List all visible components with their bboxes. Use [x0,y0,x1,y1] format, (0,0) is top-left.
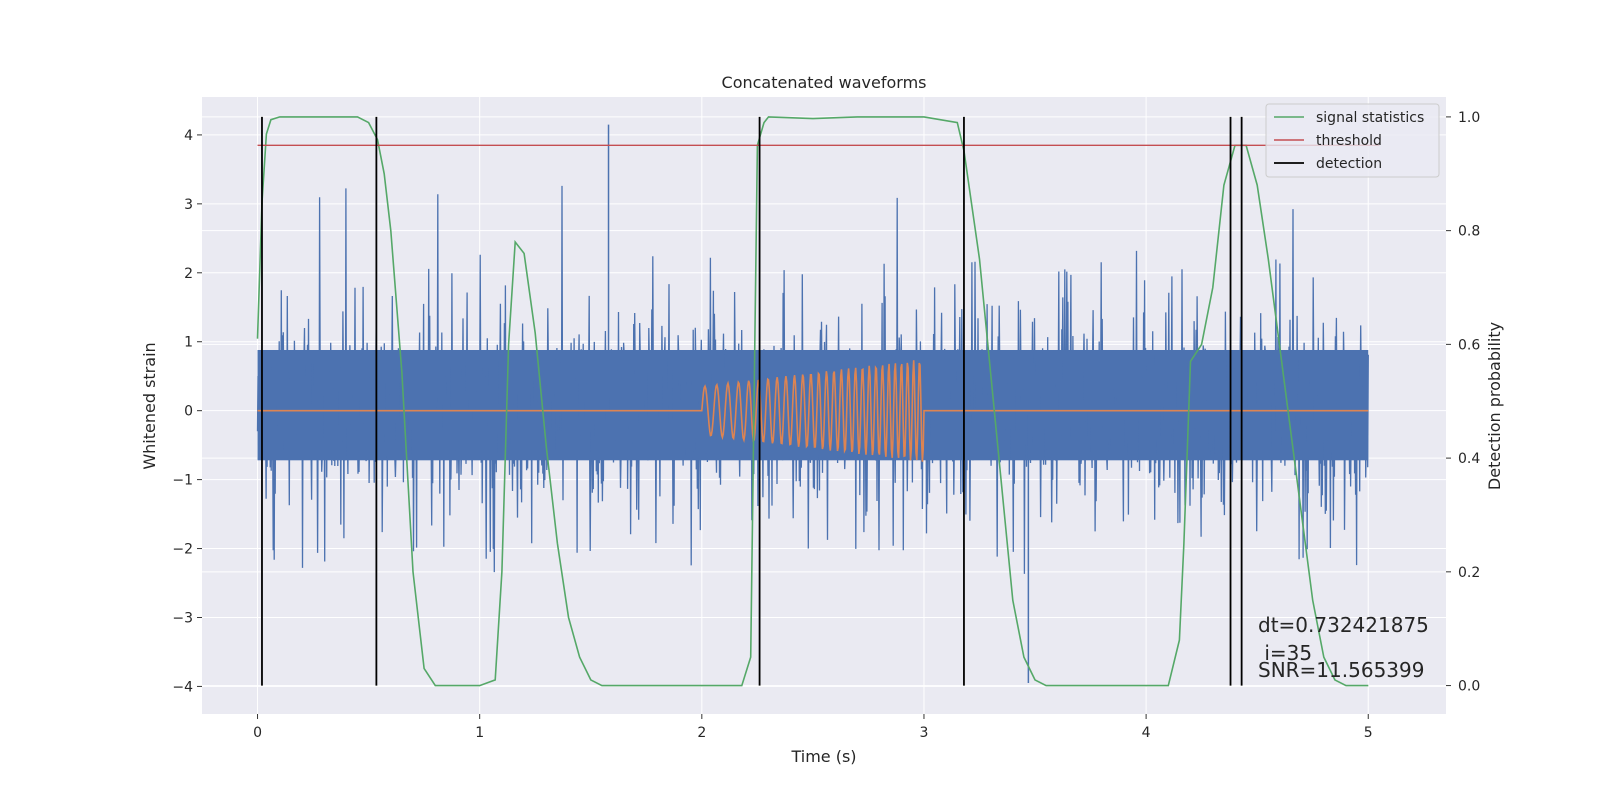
x-axis-label: Time (s) [790,747,856,766]
detection-series [261,116,1243,686]
y-tick-label: 0 [184,404,193,420]
y2-tick-label: 1.0 [1458,110,1480,126]
y2-tick-label: 0.8 [1458,224,1480,240]
y-tick-label: 1 [184,335,193,351]
y2-tick-label: 0.6 [1458,337,1480,353]
injection-series [257,360,1369,462]
y-tick-label: −3 [172,610,193,626]
y-tick-label: 4 [184,128,193,144]
x-tick-label: 1 [475,725,484,741]
y-tick-label: 2 [184,266,193,282]
y-tick-label: −4 [172,679,193,695]
annotation-i: i=35 [1258,641,1312,665]
legend-box [1265,103,1440,178]
legend-label-threshold: threshold [1316,133,1382,149]
y-tick-label: 3 [184,197,193,213]
y-tick-label: −1 [172,473,193,489]
annotation-dt: dt=0.732421875 [1258,613,1429,637]
y2-tick-label: 0.4 [1458,451,1480,467]
y-axis-left: −4 −3 −2 −1 0 1 2 3 4 [172,128,202,695]
annotation-snr: SNR=11.565399 [1258,658,1424,682]
y-tick-label: −2 [172,542,193,558]
y-axis-label: Whitened strain [140,342,159,469]
y2-axis-label: Detection probability [1485,322,1504,490]
legend-label-detection: detection [1316,156,1382,172]
x-tick-label: 3 [920,725,929,741]
y-axis-right: 0.0 0.2 0.4 0.6 0.8 1.0 [1446,110,1480,695]
legend-label-statistic: signal statistics [1316,110,1424,126]
x-tick-label: 4 [1142,725,1151,741]
y2-tick-label: 0.0 [1458,679,1480,695]
x-tick-label: 2 [697,725,706,741]
injection-line [257,360,1369,462]
x-tick-label: 0 [253,725,262,741]
legend: signal statistics threshold detection [1265,103,1440,178]
x-tick-label: 5 [1364,725,1373,741]
chart-title: Concatenated waveforms [722,73,927,92]
y2-tick-label: 0.2 [1458,565,1480,581]
x-axis: 0 1 2 3 4 5 [253,714,1373,741]
